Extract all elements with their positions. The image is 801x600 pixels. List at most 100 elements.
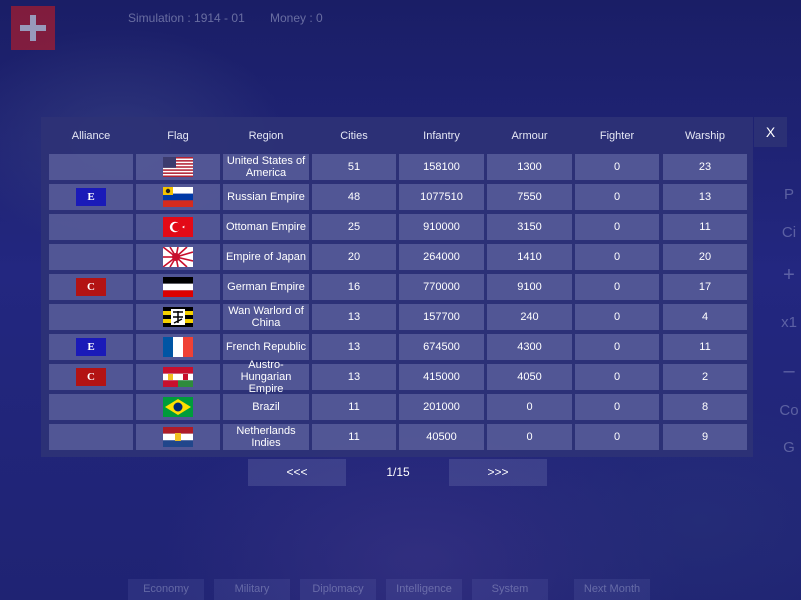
flag-cell <box>136 244 220 270</box>
warship-value: 11 <box>663 334 747 360</box>
tab-system[interactable]: System <box>472 579 548 600</box>
tab-economy[interactable]: Economy <box>128 579 204 600</box>
infantry-value: 157700 <box>399 304 484 330</box>
region-name[interactable]: Austro-Hungarian Empire <box>223 359 309 395</box>
infantry-value: 1077510 <box>399 184 484 210</box>
tab-military[interactable]: Military <box>214 579 290 600</box>
region-name[interactable]: Netherlands Indies <box>223 424 309 450</box>
armour-value: 4300 <box>487 334 572 360</box>
armour-value: 4050 <box>487 364 572 390</box>
germany-flag-icon <box>163 277 193 297</box>
fighter-value: 0 <box>575 184 659 210</box>
switzerland-flag-icon[interactable] <box>11 6 55 50</box>
close-button[interactable]: X <box>754 117 787 147</box>
flag-cell <box>136 334 220 360</box>
usa-flag-icon <box>163 157 193 177</box>
warship-value: 13 <box>663 184 747 210</box>
fighter-value: 0 <box>575 424 659 450</box>
alliance-badge: E <box>76 188 106 206</box>
austria-hungary-flag-icon <box>163 367 193 387</box>
alliance-badge: C <box>76 368 106 386</box>
infantry-value: 201000 <box>399 394 484 420</box>
flag-cell <box>136 394 220 420</box>
region-name[interactable]: French Republic <box>223 334 309 360</box>
warship-value: 9 <box>663 424 747 450</box>
cities-value: 11 <box>312 394 396 420</box>
zoom-out-button[interactable]: – <box>783 360 795 382</box>
japan-flag-icon <box>163 247 193 267</box>
cities-value: 11 <box>312 424 396 450</box>
armour-value: 1410 <box>487 244 572 270</box>
header-alliance[interactable]: Alliance <box>71 130 111 142</box>
warship-value: 23 <box>663 154 747 180</box>
flag-cell <box>136 184 220 210</box>
page-indicator: 1/15 <box>386 465 410 479</box>
alliance-cell <box>49 214 133 240</box>
tab-intelligence[interactable]: Intelligence <box>386 579 462 600</box>
france-flag-icon <box>163 337 193 357</box>
region-name[interactable]: Russian Empire <box>223 184 309 210</box>
warship-value: 2 <box>663 364 747 390</box>
brazil-flag-icon <box>163 397 193 417</box>
alliance-cell: E <box>49 334 133 360</box>
region-name[interactable]: Wan Warlord of China <box>223 304 309 330</box>
header-region[interactable]: Region <box>248 130 284 142</box>
flag-cell <box>136 214 220 240</box>
fighter-value: 0 <box>575 274 659 300</box>
alliance-cell: C <box>49 364 133 390</box>
side-control-p[interactable]: P <box>783 186 794 203</box>
header-infantry[interactable]: Infantry <box>423 130 460 142</box>
header-flag[interactable]: Flag <box>167 130 189 142</box>
header-warship[interactable]: Warship <box>685 130 725 142</box>
wan-warlord-flag-icon <box>163 307 193 327</box>
region-name[interactable]: United States of America <box>223 154 309 180</box>
zoom-in-button[interactable]: + <box>783 264 795 286</box>
header-cities[interactable]: Cities <box>340 130 368 142</box>
alliance-cell: C <box>49 274 133 300</box>
infantry-value: 770000 <box>399 274 484 300</box>
flag-cell <box>136 304 220 330</box>
armour-value: 0 <box>487 424 572 450</box>
region-name[interactable]: Brazil <box>223 394 309 420</box>
side-control-ci[interactable]: Ci <box>781 224 797 241</box>
alliance-cell <box>49 244 133 270</box>
warship-value: 8 <box>663 394 747 420</box>
infantry-value: 674500 <box>399 334 484 360</box>
russia-flag-icon <box>163 187 193 207</box>
flag-cell <box>136 274 220 300</box>
ottoman-flag-icon <box>163 217 193 237</box>
armour-value: 240 <box>487 304 572 330</box>
warship-value: 4 <box>663 304 747 330</box>
simulation-date: Simulation : 1914 - 01 <box>128 11 245 25</box>
money-display: Money : 0 <box>270 11 323 25</box>
flag-cell <box>136 364 220 390</box>
region-name[interactable]: German Empire <box>223 274 309 300</box>
fighter-value: 0 <box>575 334 659 360</box>
prev-page-button[interactable]: <<< <box>248 459 346 486</box>
infantry-value: 910000 <box>399 214 484 240</box>
warship-value: 11 <box>663 214 747 240</box>
tab-diplomacy[interactable]: Diplomacy <box>300 579 376 600</box>
fighter-value: 0 <box>575 304 659 330</box>
infantry-value: 40500 <box>399 424 484 450</box>
warship-value: 20 <box>663 244 747 270</box>
cities-value: 48 <box>312 184 396 210</box>
armour-value: 9100 <box>487 274 572 300</box>
alliance-cell <box>49 154 133 180</box>
region-name[interactable]: Ottoman Empire <box>223 214 309 240</box>
side-control-co[interactable]: Co <box>779 402 799 419</box>
netherlands-indies-flag-icon <box>163 427 193 447</box>
flag-cell <box>136 154 220 180</box>
infantry-value: 415000 <box>399 364 484 390</box>
header-fighter[interactable]: Fighter <box>599 130 635 142</box>
region-name[interactable]: Empire of Japan <box>223 244 309 270</box>
cities-value: 13 <box>312 304 396 330</box>
tab-next-month[interactable]: Next Month <box>574 579 650 600</box>
speed-indicator[interactable]: x1 <box>781 314 797 331</box>
next-page-button[interactable]: >>> <box>449 459 547 486</box>
header-armour[interactable]: Armour <box>511 130 548 142</box>
armour-value: 0 <box>487 394 572 420</box>
cities-value: 20 <box>312 244 396 270</box>
cities-value: 16 <box>312 274 396 300</box>
side-control-g[interactable]: G <box>783 439 795 456</box>
